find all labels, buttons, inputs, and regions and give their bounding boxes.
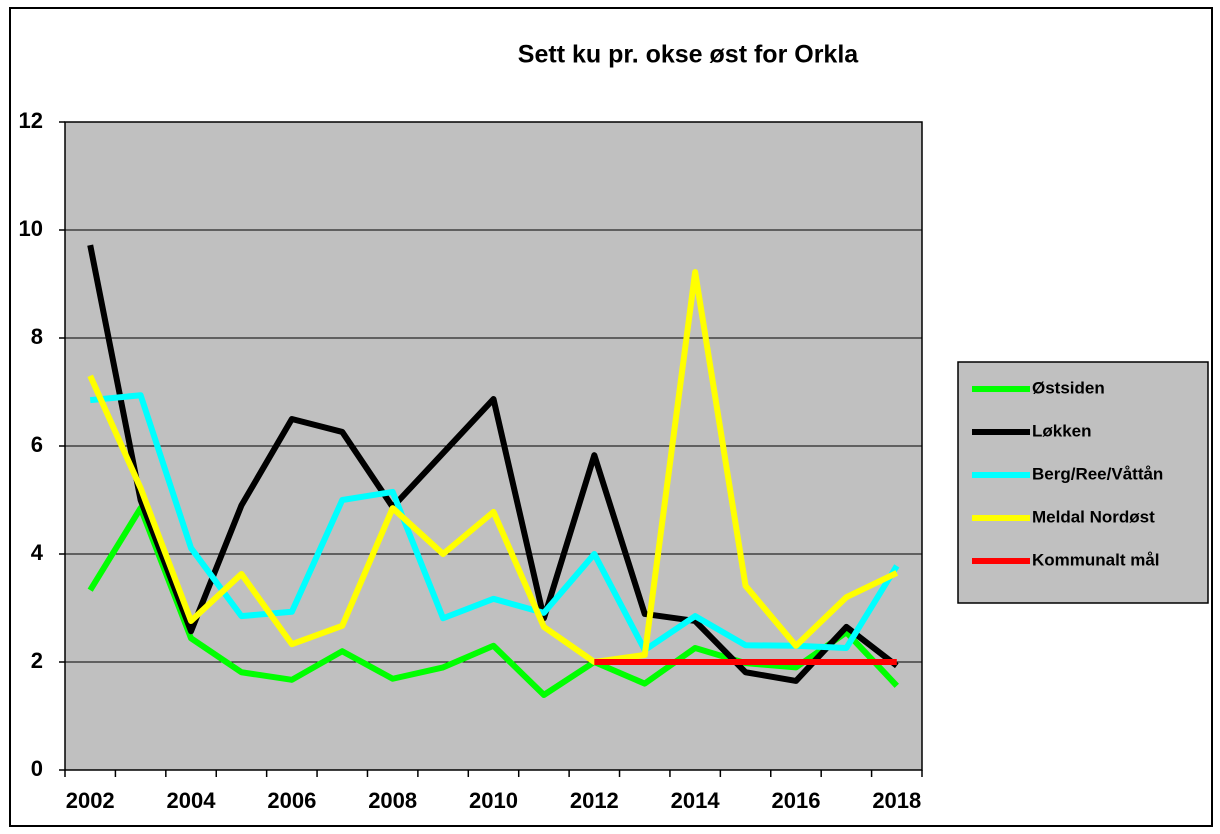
x-tick-label: 2002 [66, 788, 115, 813]
x-tick-label: 2014 [671, 788, 721, 813]
y-tick-label: 10 [19, 216, 43, 241]
x-tick-label: 2018 [872, 788, 921, 813]
x-tick-label: 2006 [267, 788, 316, 813]
y-tick-label: 0 [31, 756, 43, 781]
x-tick-label: 2004 [167, 788, 217, 813]
y-tick-label: 6 [31, 432, 43, 457]
legend-label: Løkken [1032, 421, 1092, 440]
x-tick-label: 2016 [771, 788, 820, 813]
series-line [87, 269, 899, 665]
legend-label: Berg/Ree/Våttån [1032, 464, 1163, 483]
legend-label: Østsiden [1032, 378, 1105, 397]
chart-title: Sett ku pr. okse øst for Orkla [518, 41, 859, 69]
x-tick-label: 2012 [570, 788, 619, 813]
x-tick-label: 2008 [368, 788, 417, 813]
legend-label: Meldal Nordøst [1032, 507, 1155, 526]
y-tick-label: 12 [19, 108, 43, 133]
series-line [87, 244, 899, 684]
plot-border [64, 121, 923, 771]
y-tick-label: 8 [31, 324, 43, 349]
y-tick-label: 4 [31, 540, 44, 565]
x-tick-label: 2010 [469, 788, 518, 813]
y-tick-label: 2 [31, 648, 43, 673]
legend-label: Kommunalt mål [1032, 550, 1160, 569]
